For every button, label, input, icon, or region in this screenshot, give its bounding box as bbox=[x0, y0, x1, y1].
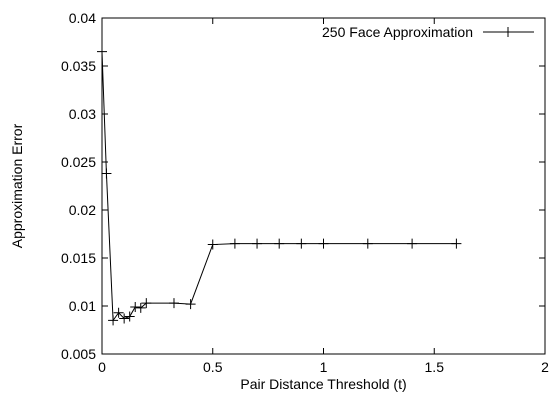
y-axis-ticks: 0.005 0.01 0.015 0.02 0.025 0.03 0.035 0.04 bbox=[61, 10, 545, 362]
x-tick-label: 1.5 bbox=[425, 359, 445, 375]
data-point-marker bbox=[185, 299, 196, 310]
data-point-marker bbox=[119, 313, 130, 324]
data-point-marker bbox=[124, 311, 135, 322]
legend-marker-plus bbox=[503, 27, 513, 37]
data-point-marker bbox=[296, 238, 307, 249]
data-point-marker bbox=[130, 301, 141, 312]
data-point-marker bbox=[141, 298, 152, 309]
y-axis-title: Approximation Error bbox=[9, 123, 25, 248]
y-tick-label: 0.04 bbox=[69, 10, 96, 26]
x-tick-label: 1 bbox=[320, 359, 328, 375]
y-tick-label: 0.025 bbox=[61, 154, 96, 170]
y-tick-label: 0.005 bbox=[61, 346, 96, 362]
x-tick-label: 2 bbox=[541, 359, 549, 375]
data-point-marker bbox=[362, 238, 373, 249]
data-point-marker bbox=[101, 168, 112, 179]
y-tick-label: 0.035 bbox=[61, 58, 96, 74]
data-point-marker bbox=[135, 302, 146, 313]
y-tick-label: 0.03 bbox=[69, 106, 96, 122]
data-point-marker bbox=[108, 315, 119, 326]
legend-marker bbox=[503, 27, 513, 37]
data-point-marker bbox=[407, 238, 418, 249]
y-tick-label: 0.02 bbox=[69, 202, 96, 218]
x-tick-label: 0 bbox=[98, 359, 106, 375]
legend: 250 Face Approximation bbox=[322, 24, 534, 40]
x-tick-label: 0.5 bbox=[203, 359, 223, 375]
x-axis-title: Pair Distance Threshold (t) bbox=[240, 376, 406, 392]
data-point-marker bbox=[451, 238, 462, 249]
data-point-marker bbox=[252, 238, 263, 249]
y-tick-label: 0.015 bbox=[61, 250, 96, 266]
data-point-marker bbox=[318, 238, 329, 249]
data-point-marker bbox=[274, 238, 285, 249]
data-point-marker bbox=[113, 307, 124, 318]
data-point-marker bbox=[168, 298, 179, 309]
series-layer bbox=[97, 46, 462, 326]
data-point-marker bbox=[97, 46, 107, 57]
y-tick-label: 0.01 bbox=[69, 298, 96, 314]
legend-label: 250 Face Approximation bbox=[322, 24, 473, 40]
data-point-marker bbox=[229, 238, 240, 249]
x-axis-ticks: 0 0.5 1 1.5 2 bbox=[98, 18, 549, 375]
data-point-marker bbox=[207, 239, 218, 250]
series-line bbox=[101, 51, 457, 322]
